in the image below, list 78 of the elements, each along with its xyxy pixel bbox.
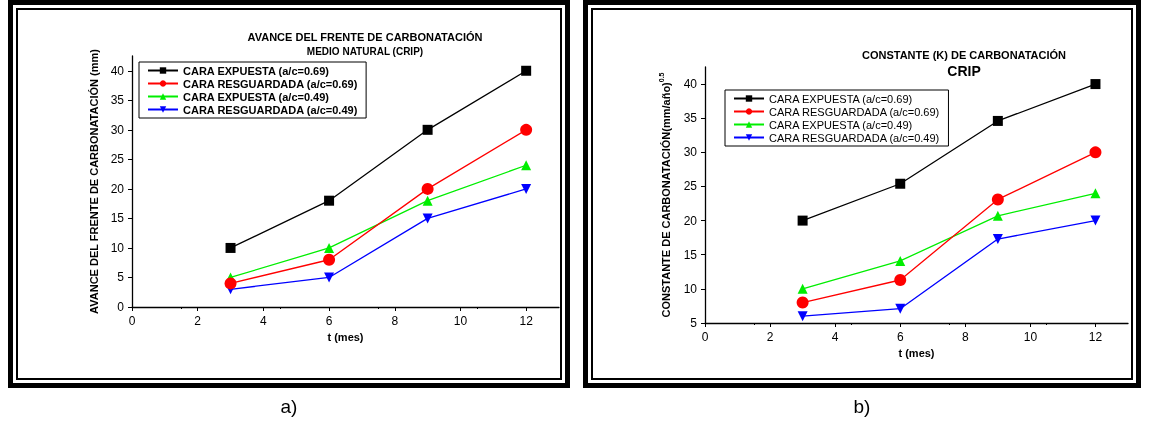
x-tick-label: 4 [260,314,268,328]
legend-label: CARA EXPUESTA (a/c=0.49) [183,90,330,103]
point [895,178,906,189]
legend-label: CARA RESGUARDADA (a/c=0.49) [183,103,358,116]
point [224,277,237,290]
point [796,296,809,309]
x-tick-label: 12 [1088,330,1103,344]
x-tick-label: 10 [453,314,468,328]
y-tick-label: 5 [690,316,698,330]
point [992,115,1003,126]
point [521,65,532,76]
point [422,195,433,206]
x-tick-label: 2 [194,314,202,328]
x-tick-label: 2 [766,330,774,344]
y-tick-label: 0 [117,300,125,314]
y-tick-label: 10 [110,240,125,255]
point [225,242,236,253]
point [1090,188,1101,199]
y-tick-label: 30 [683,145,698,160]
point [992,210,1003,221]
y-tick-label: 10 [683,281,698,296]
x-tick-label: 6 [896,330,904,344]
x-axis-title: t (mes) [327,331,364,344]
chart-subtitle: MEDIO NATURAL (CRIP) [306,45,424,57]
x-tick-label: 4 [831,330,839,344]
y-tick-label: 35 [683,111,698,126]
y-tick-label: 15 [110,211,125,226]
point [991,193,1004,206]
chart-title: AVANCE DEL FRENTE DE CARBONATACIÓN [247,30,483,43]
point [797,215,808,226]
point [324,272,335,283]
y-tick-label: 20 [683,213,698,228]
legend-label: CARA RESGUARDADA (a/c=0.49) [769,131,940,144]
point [895,303,906,314]
y-tick-label: 40 [683,77,698,92]
point [324,195,335,206]
point [1090,79,1101,90]
y-tick-label: 40 [110,63,125,78]
y-tick-label: 20 [110,181,125,196]
point [1090,215,1101,226]
x-tick-label: 8 [961,330,969,344]
y-tick-label: 25 [683,179,698,194]
point [422,124,433,135]
point [894,273,907,286]
point [323,253,336,266]
y-tick-label: 30 [110,122,125,137]
chart-subtitle: CRIP [947,63,981,79]
text: a) [279,396,299,418]
point [992,234,1003,245]
x-tick-label: 12 [519,314,534,328]
point [1089,146,1102,159]
x-tick-label: 8 [391,314,399,328]
legend-label: CARA EXPUESTA (a/c=0.49) [769,118,913,131]
y-tick-label: 15 [683,247,698,262]
legend-label: CARA EXPUESTA (a/c=0.69) [183,64,330,77]
point [521,160,532,171]
chart-title: CONSTANTE (K) DE CARBONATACIÓN [861,48,1067,61]
y-tick-label: 25 [110,152,125,167]
x-tick-label: 0 [128,314,136,328]
legend-label: CARA EXPUESTA (a/c=0.69) [769,92,913,105]
point [521,183,532,194]
point [797,283,808,294]
point [421,182,434,195]
point [895,255,906,266]
y-tick-label: 5 [117,270,125,285]
x-tick-label: 0 [701,330,709,344]
text: b) [852,396,872,418]
point [422,213,433,224]
point [324,242,335,253]
x-tick-label: 10 [1023,330,1038,344]
point [797,311,808,322]
x-tick-label: 6 [325,314,333,328]
y-tick-label: 35 [110,93,125,108]
point [520,123,533,136]
y-axis-title: AVANCE DEL FRENTE DE CARBONATACIÓN (mm) [88,48,101,314]
legend-label: CARA RESGUARDADA (a/c=0.69) [183,77,358,90]
legend-label: CARA RESGUARDADA (a/c=0.69) [769,105,940,118]
x-axis-title: t (mes) [898,347,935,360]
